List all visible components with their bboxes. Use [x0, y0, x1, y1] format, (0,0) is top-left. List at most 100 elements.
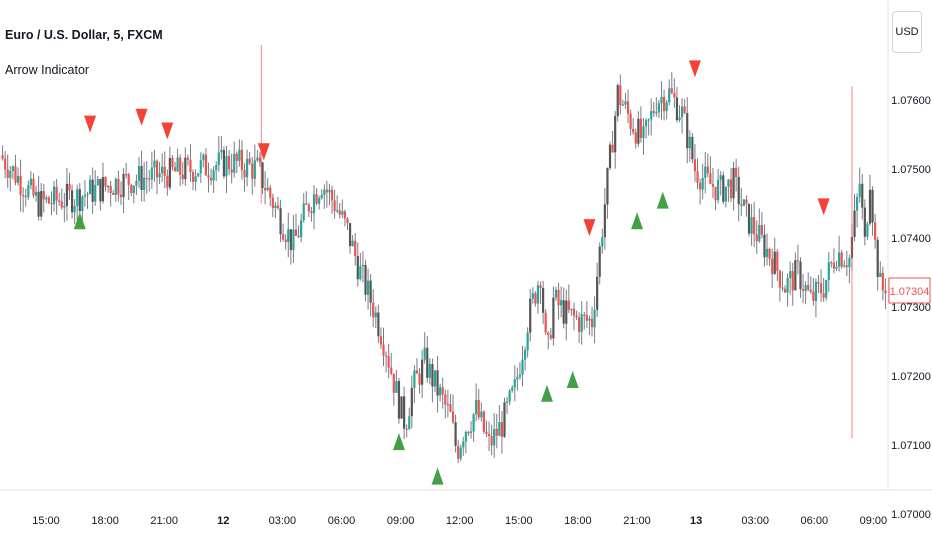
- candle-body: [189, 159, 192, 173]
- candle-body: [410, 387, 413, 417]
- candle-body: [490, 436, 493, 446]
- candle-body: [439, 387, 442, 396]
- candle-body: [418, 373, 421, 385]
- candle-body: [45, 197, 48, 200]
- candle-body: [287, 229, 290, 243]
- candle-body: [307, 204, 310, 212]
- candle-body: [722, 175, 725, 202]
- x-tick-label: 03:00: [269, 515, 297, 527]
- candle-body: [220, 150, 223, 153]
- candle-body: [593, 309, 596, 328]
- candle-body: [395, 381, 398, 393]
- candle-body: [186, 157, 189, 160]
- candle-body: [109, 185, 112, 194]
- candle-body: [614, 116, 617, 153]
- candle-body: [199, 160, 202, 174]
- x-tick-label: 06:00: [801, 515, 829, 527]
- candle-body: [644, 120, 648, 127]
- candle-body: [122, 174, 125, 198]
- candle-body: [678, 117, 681, 121]
- candle-body: [521, 359, 524, 375]
- candle-body: [511, 387, 514, 391]
- candle-body: [771, 258, 774, 274]
- candle-body: [874, 222, 877, 240]
- candle-body: [755, 234, 758, 242]
- candle-body: [619, 85, 622, 106]
- candle-body: [662, 96, 666, 112]
- buy-arrow-icon: [431, 467, 444, 485]
- candle-body: [832, 262, 836, 269]
- candle-body: [240, 149, 244, 170]
- candle-body: [493, 428, 496, 446]
- candle-body: [621, 104, 624, 106]
- candle-body: [300, 220, 303, 238]
- candle-body: [47, 197, 51, 204]
- candle-body: [536, 285, 540, 304]
- y-axis[interactable]: 1.07600 1.07500 1.07400 1.07300 1.07200 1.071…: [891, 95, 931, 521]
- candle-body: [516, 376, 519, 380]
- candle-body: [333, 200, 336, 212]
- candle-body: [233, 153, 236, 173]
- candle-body: [153, 160, 156, 168]
- candle-body: [312, 194, 316, 214]
- candle-body: [837, 252, 841, 267]
- candle-body: [781, 287, 784, 289]
- candle-body: [168, 157, 171, 188]
- candle-body: [856, 197, 859, 211]
- candle-body: [341, 211, 344, 215]
- candle-body: [547, 332, 550, 336]
- candle-body: [487, 433, 491, 437]
- candle-body: [179, 157, 182, 175]
- candle-body: [279, 208, 282, 235]
- candle-body: [58, 200, 61, 202]
- candle-body: [508, 390, 511, 402]
- candle-body: [469, 431, 473, 433]
- candle-body: [819, 283, 823, 294]
- indicator-name[interactable]: Arrow Indicator: [5, 63, 90, 77]
- candle-body: [827, 262, 830, 280]
- candle-body: [29, 178, 32, 186]
- candle-body: [140, 166, 143, 190]
- candle-body: [428, 364, 431, 378]
- candle-body: [266, 187, 269, 191]
- candle-body: [184, 157, 187, 180]
- candle-body: [735, 167, 738, 178]
- candle-body: [451, 411, 455, 423]
- candle-body: [585, 314, 588, 321]
- y-tick-label: 1.07600: [891, 95, 931, 107]
- candle-body: [191, 172, 195, 182]
- candle-body: [135, 180, 138, 186]
- sell-arrow-icon: [135, 108, 148, 126]
- candle-body: [601, 237, 604, 247]
- candle-body: [305, 203, 308, 205]
- candle-body: [753, 217, 756, 235]
- candle-body: [369, 280, 372, 303]
- candle-body: [557, 289, 560, 306]
- candle-body: [137, 166, 141, 181]
- candle-body: [472, 414, 475, 432]
- candle-body: [114, 178, 117, 196]
- candle-body: [650, 110, 653, 120]
- symbol-title[interactable]: Euro / U.S. Dollar, 5, FXCM: [5, 28, 163, 42]
- candle-body: [143, 177, 146, 190]
- axes-lines: [0, 0, 932, 491]
- candle-body: [382, 344, 385, 356]
- candle-body: [567, 300, 570, 310]
- candle-body: [16, 175, 20, 183]
- candle-body: [706, 166, 709, 174]
- candle-body: [107, 185, 110, 188]
- buy-arrow-icon: [392, 433, 405, 451]
- candle-body: [377, 312, 380, 337]
- x-axis[interactable]: 15:00 18:00 21:00 12 03:00 06:00 09:00 12:00 15:…: [32, 515, 887, 527]
- candle-body: [433, 370, 437, 387]
- x-tick-label: 09:00: [860, 515, 888, 527]
- candle-body: [742, 199, 745, 206]
- candle-body: [24, 195, 27, 198]
- currency-button[interactable]: USD: [892, 11, 922, 53]
- candle-body: [868, 189, 872, 224]
- candle-body: [747, 203, 751, 234]
- candle-body: [245, 158, 249, 178]
- candle-body: [861, 183, 864, 208]
- candle-body: [379, 336, 383, 345]
